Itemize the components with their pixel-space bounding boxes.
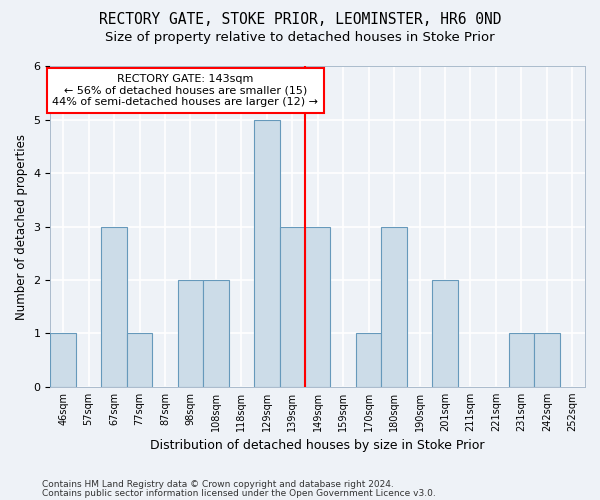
Bar [305,226,331,387]
Bar [178,280,203,387]
Text: Size of property relative to detached houses in Stoke Prior: Size of property relative to detached ho… [105,31,495,44]
Text: RECTORY GATE, STOKE PRIOR, LEOMINSTER, HR6 0ND: RECTORY GATE, STOKE PRIOR, LEOMINSTER, H… [99,12,501,28]
X-axis label: Distribution of detached houses by size in Stoke Prior: Distribution of detached houses by size … [151,440,485,452]
Bar [50,334,76,387]
Text: Contains public sector information licensed under the Open Government Licence v3: Contains public sector information licen… [42,488,436,498]
Bar [432,280,458,387]
Text: RECTORY GATE: 143sqm
← 56% of detached houses are smaller (15)
44% of semi-detac: RECTORY GATE: 143sqm ← 56% of detached h… [52,74,319,107]
Bar [254,120,280,387]
Text: Contains HM Land Registry data © Crown copyright and database right 2024.: Contains HM Land Registry data © Crown c… [42,480,394,489]
Bar [101,226,127,387]
Bar [534,334,560,387]
Bar [203,280,229,387]
Bar [356,334,382,387]
Bar [509,334,534,387]
Bar [382,226,407,387]
Bar [280,226,305,387]
Bar [127,334,152,387]
Y-axis label: Number of detached properties: Number of detached properties [15,134,28,320]
